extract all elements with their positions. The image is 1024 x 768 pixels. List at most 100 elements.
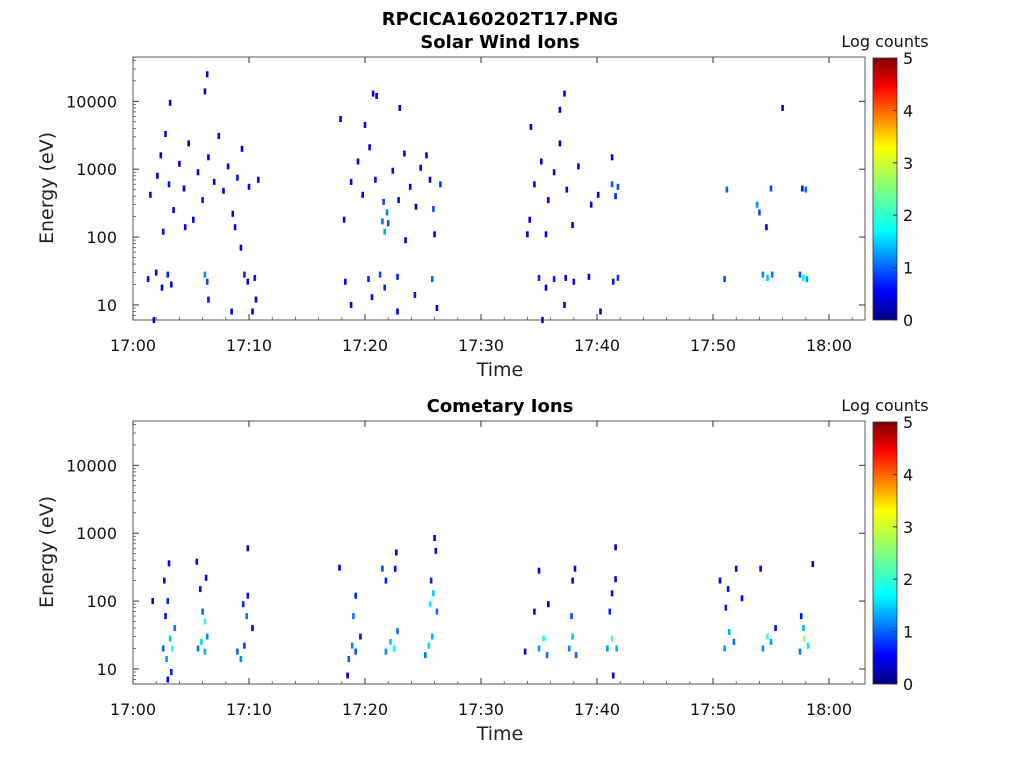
- count-cell: [354, 648, 357, 655]
- count-cell: [233, 224, 237, 231]
- count-cell: [173, 625, 177, 632]
- count-cell: [544, 231, 548, 238]
- count-cell: [170, 281, 173, 288]
- count-cell: [565, 186, 569, 193]
- count-cell: [381, 218, 384, 225]
- x-tick-label: 18:00: [806, 700, 852, 719]
- count-cell: [610, 154, 614, 161]
- count-cell: [587, 273, 591, 280]
- count-cell: [616, 274, 620, 281]
- count-cell: [166, 598, 170, 605]
- colorbar-tick-label: 3: [903, 518, 913, 537]
- count-cell: [393, 565, 397, 572]
- colorbar-tick-label: 5: [903, 49, 913, 68]
- count-cell: [563, 90, 566, 97]
- count-cell: [168, 99, 172, 106]
- colorbar-label-solar-wind: Log counts: [841, 32, 928, 51]
- colorbar-gradient-solar-wind: [872, 57, 898, 321]
- count-cell: [413, 292, 417, 298]
- count-cell: [165, 656, 168, 662]
- count-cell: [395, 549, 398, 556]
- count-cell: [724, 604, 728, 611]
- count-cell: [571, 633, 574, 640]
- colorbar-tick-label: 3: [903, 154, 913, 173]
- count-cell: [799, 613, 803, 620]
- count-cell: [339, 116, 342, 122]
- count-cell: [217, 132, 221, 139]
- count-cell: [408, 183, 412, 190]
- count-cell: [541, 317, 544, 323]
- count-cell: [183, 224, 187, 231]
- count-cell: [205, 633, 209, 640]
- count-cell: [254, 296, 258, 303]
- count-cell: [758, 209, 761, 216]
- count-cell: [241, 601, 245, 608]
- count-cell: [615, 645, 618, 652]
- count-cell: [230, 308, 233, 315]
- count-cell: [801, 185, 804, 192]
- count-cell: [164, 131, 167, 137]
- count-cell: [804, 186, 808, 193]
- count-cell: [196, 169, 200, 176]
- count-cell: [226, 163, 230, 170]
- count-cell: [349, 178, 353, 185]
- count-cell: [363, 121, 367, 128]
- count-cell: [199, 586, 202, 593]
- count-cell: [381, 565, 384, 572]
- count-cell: [770, 271, 774, 278]
- count-cell: [200, 638, 203, 645]
- count-cell: [374, 176, 377, 183]
- count-cell: [195, 558, 199, 565]
- count-cell: [428, 176, 432, 183]
- count-cell: [203, 648, 207, 655]
- count-cell: [431, 633, 434, 640]
- count-cell: [547, 197, 550, 204]
- count-cell: [396, 273, 399, 280]
- count-cell: [236, 648, 239, 655]
- count-cell: [563, 301, 566, 308]
- count-cell: [404, 237, 407, 244]
- count-cell: [160, 284, 164, 291]
- count-cell: [192, 216, 195, 223]
- count-cell: [201, 197, 204, 204]
- count-cell: [156, 172, 159, 179]
- count-cell: [429, 577, 433, 584]
- count-cell: [386, 220, 390, 227]
- x-tick-label: 17:00: [110, 700, 156, 719]
- x-tick-label: 17:20: [342, 336, 388, 355]
- count-cell: [611, 672, 615, 679]
- count-cell: [231, 210, 235, 217]
- count-cell: [589, 201, 593, 208]
- count-cell: [196, 645, 200, 652]
- count-cell: [425, 152, 428, 159]
- count-cell: [805, 276, 809, 283]
- count-cell: [419, 164, 422, 171]
- count-cell: [798, 648, 802, 655]
- count-cell: [172, 207, 175, 214]
- count-cell: [161, 645, 165, 652]
- count-cell: [781, 104, 784, 111]
- count-cell: [182, 185, 186, 192]
- colorbar-tick-label: 2: [903, 206, 913, 225]
- figure-title: RPCICA160202T17.PNG: [382, 9, 618, 30]
- count-cell: [154, 269, 158, 276]
- count-cell: [540, 158, 543, 165]
- count-cell: [149, 191, 152, 198]
- x-tick-label: 17:30: [458, 336, 504, 355]
- y-tick-label: 1000: [76, 524, 117, 543]
- colorbar-tick-label: 2: [903, 570, 913, 589]
- count-cell: [251, 625, 254, 632]
- x-axis-solar-wind: 17:00 17:10 17:20 17:30 17:40 17:50 18:00: [110, 57, 853, 355]
- colorbar-tick-label: 0: [903, 675, 913, 694]
- count-cell: [257, 176, 260, 183]
- x-tick-label: 17:50: [690, 700, 736, 719]
- count-cell: [168, 635, 172, 642]
- count-cell: [205, 71, 209, 78]
- count-cell: [384, 648, 388, 655]
- colorbar-gradient-cometary: [872, 421, 898, 685]
- count-cell: [396, 628, 399, 635]
- y-tick-label: 10000: [66, 456, 117, 475]
- count-cell: [164, 613, 167, 620]
- count-cell: [435, 305, 439, 311]
- count-cell: [523, 648, 527, 655]
